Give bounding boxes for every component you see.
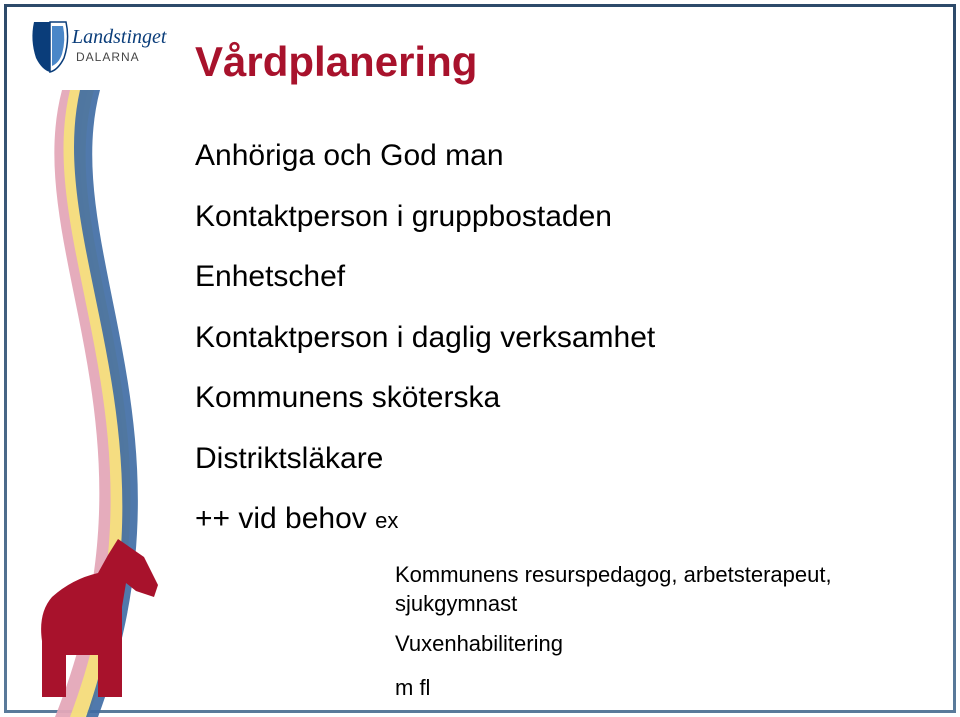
body-line: Anhöriga och God man xyxy=(195,136,895,177)
body-line: Distriktsläkare xyxy=(195,439,895,480)
slide-content: Vårdplanering Anhöriga och God man Konta… xyxy=(195,38,895,712)
logo-bottom-text: DALARNA xyxy=(76,50,140,64)
sub-line: m fl xyxy=(395,673,895,703)
dala-horse-icon xyxy=(32,537,162,697)
slide-title: Vårdplanering xyxy=(195,38,895,86)
body-line: Enhetschef xyxy=(195,257,895,298)
behov-ex: ex xyxy=(375,508,398,533)
sub-line: Vuxenhabilitering xyxy=(395,629,895,659)
logo-mark-icon xyxy=(30,20,70,74)
body-line: Kontaktperson i gruppbostaden xyxy=(195,197,895,238)
behov-line: ++ vid behov ex xyxy=(195,499,895,540)
logo-top-text: Landstinget xyxy=(72,26,166,49)
body-line: Kommunens sköterska xyxy=(195,378,895,419)
behov-prefix: ++ vid behov xyxy=(195,502,375,535)
body-line: Kontaktperson i daglig verksamhet xyxy=(195,318,895,359)
landstinget-dalarna-logo: Landstinget DALARNA xyxy=(30,20,180,76)
sub-line: Kommunens resurspedagog, arbetsterapeut,… xyxy=(395,560,895,619)
